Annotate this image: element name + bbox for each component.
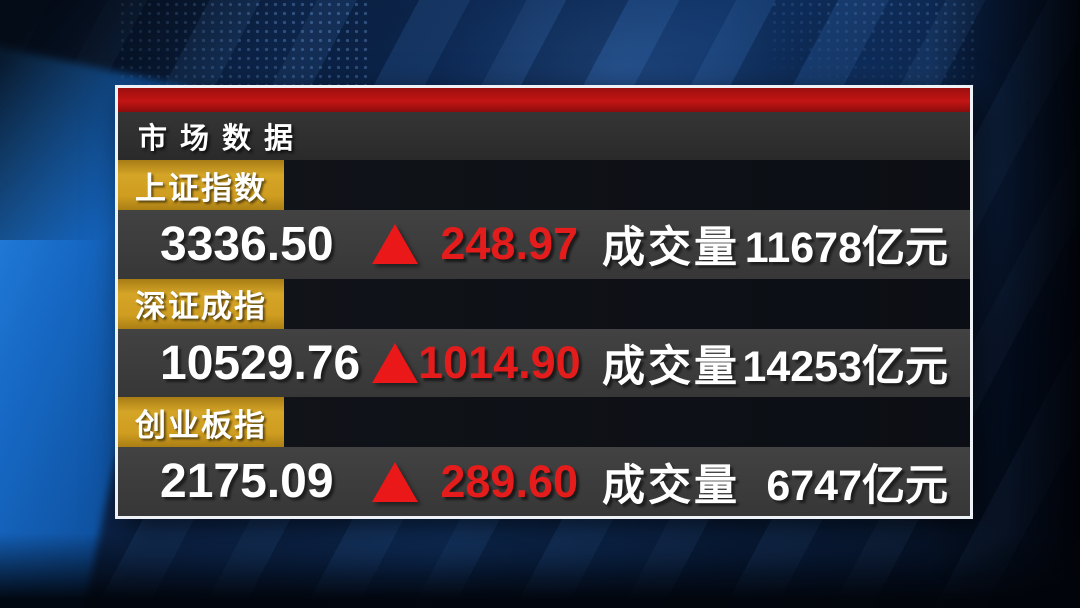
market-data-panel: 市场数据 上证指数 3336.50 248.97 成交量 11678亿元 深证成: [115, 85, 973, 519]
index-section-chinext: 创业板指 2175.09 289.60 成交量 6747亿元: [118, 397, 970, 517]
panel-top-accent-bar: [118, 88, 970, 112]
direction-cell: [371, 461, 418, 502]
up-triangle-icon: [371, 224, 418, 265]
volume-value: 6747亿元: [766, 461, 948, 510]
index-value: 3336.50: [160, 217, 334, 271]
up-triangle-icon: [371, 461, 418, 502]
volume-label: 成交量: [602, 461, 740, 510]
index-data-row: 2175.09 289.60 成交量 6747亿元: [118, 447, 970, 517]
volume-value: 14253亿元: [742, 343, 948, 391]
index-label-row: 创业板指: [118, 397, 970, 448]
index-change-value: 1014.90: [418, 337, 581, 388]
index-label-row: 上证指数: [118, 160, 970, 210]
volume-label: 成交量: [602, 224, 740, 273]
index-data-row: 3336.50 248.97 成交量 11678亿元: [118, 210, 970, 279]
index-value: 2175.09: [160, 455, 334, 509]
index-label-tab: 上证指数: [118, 160, 284, 210]
background-vignette-bottom: [0, 533, 1080, 608]
index-label-row: 深证成指: [118, 278, 970, 329]
index-change-value: 289.60: [440, 455, 578, 507]
index-label-tab: 深证成指: [118, 278, 284, 329]
index-name: 创业板指: [135, 407, 267, 443]
index-change-value: 248.97: [440, 218, 578, 270]
index-section-shanghai: 上证指数 3336.50 248.97 成交量 11678亿元: [118, 160, 970, 279]
index-data-row: 10529.76 1014.90 成交量 14253亿元: [118, 328, 970, 398]
index-name: 深证成指: [135, 289, 267, 325]
up-triangle-icon: [371, 343, 418, 383]
panel-title: 市场数据: [118, 112, 970, 160]
direction-cell: [371, 224, 418, 265]
index-label-tab: 创业板指: [118, 397, 284, 448]
index-value: 10529.76: [160, 336, 361, 390]
direction-cell: [371, 343, 418, 383]
volume-label: 成交量: [602, 343, 740, 391]
volume-value: 11678亿元: [744, 224, 948, 273]
index-name: 上证指数: [135, 170, 267, 206]
index-section-shenzhen: 深证成指 10529.76 1014.90 成交量 14253亿元: [118, 278, 970, 398]
